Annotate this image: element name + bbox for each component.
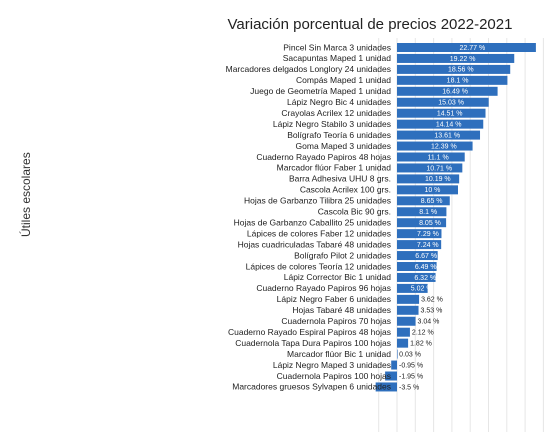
- category-label: Cascola Bic 90 grs.: [318, 207, 391, 217]
- bar: [397, 75, 508, 85]
- bar: [385, 371, 397, 381]
- value-label: 19.22 %: [450, 56, 476, 63]
- bar: [397, 174, 460, 184]
- category-label: Hojas de Garbanzo Tilibra 25 unidades: [244, 196, 391, 206]
- value-label: -3.5 %: [399, 384, 419, 391]
- bar: [397, 43, 536, 52]
- category-label: Hojas de Garbanzo Caballito 25 unidades: [234, 217, 391, 227]
- category-label: Marcadores delgados Longlory 24 unidades: [226, 64, 391, 74]
- value-label: 7.24 %: [417, 242, 439, 249]
- bar: [397, 207, 447, 217]
- value-label: 15.03 %: [438, 100, 464, 107]
- bar: [397, 272, 436, 282]
- category-label: Juego de Geometría Maped 1 unidad: [250, 86, 391, 96]
- category-label: Sacapuntas Maped 1 unidad: [283, 53, 391, 63]
- category-label: Cascola Acrilex 100 grs.: [300, 185, 391, 195]
- bar: [397, 97, 489, 107]
- category-label: Cuaderno Rayado Espiral Papiros 48 hojas: [228, 327, 391, 337]
- bar: [391, 360, 397, 370]
- category-label: Crayolas Acrilex 12 unidades: [281, 108, 391, 118]
- category-label: Cuadernola Tapa Dura Papiros 100 hojas: [235, 338, 391, 348]
- bar: [397, 218, 447, 228]
- value-label: 18.1 %: [447, 78, 469, 85]
- category-label: Lápiz Negro Maped 3 unidades: [273, 360, 391, 370]
- category-label: Compás Maped 1 unidad: [296, 75, 391, 85]
- chart-title: Variación porcentual de precios 2022-202…: [227, 16, 513, 33]
- bar: [397, 86, 498, 96]
- bar: [397, 119, 484, 129]
- value-label: 18.56 %: [448, 67, 474, 74]
- value-label: 13.61 %: [434, 132, 460, 139]
- bar: [397, 305, 419, 315]
- bar: [397, 130, 481, 140]
- value-label: 10.71 %: [426, 165, 452, 172]
- category-label: Marcadores gruesos Sylvapen 6 unidades: [232, 382, 391, 392]
- bar: [397, 196, 450, 206]
- value-label: 14.14 %: [436, 121, 462, 128]
- category-label: Marcador flúor Faber 1 unidad: [277, 163, 392, 173]
- value-label: 1.82 %: [410, 340, 432, 347]
- bar: [375, 382, 397, 392]
- bar: [397, 108, 486, 118]
- value-label: 7.29 %: [417, 231, 439, 238]
- bar: [397, 185, 458, 195]
- bar: [397, 152, 465, 162]
- bar: [397, 251, 438, 261]
- value-label: 22.77 %: [460, 45, 486, 52]
- bar: [397, 327, 410, 337]
- bar: [397, 229, 442, 239]
- bar: [397, 141, 473, 151]
- category-label: Bolígrafo Teoría 6 unidades: [287, 130, 391, 140]
- value-label: 3.62 %: [421, 297, 443, 304]
- value-label: 16.49 %: [442, 89, 468, 96]
- category-label: Hojas cuadriculadas Tabaré 48 unidades: [238, 239, 391, 249]
- value-label: 6.67 %: [415, 253, 437, 260]
- category-label: Cuadernola Papiros 100 hojas: [277, 371, 391, 381]
- bar: [397, 262, 437, 271]
- category-label: Lápices de colores Teoría 12 unidades: [246, 261, 391, 271]
- value-label: 8.65 %: [421, 198, 443, 205]
- value-label: 2.12 %: [412, 330, 434, 337]
- value-label: 11.1 %: [427, 154, 448, 161]
- category-label: Cuaderno Rayado Papiros 96 hojas: [256, 283, 391, 293]
- bar: [397, 283, 428, 293]
- category-label: Lápiz Negro Stabilo 3 unidades: [273, 119, 391, 129]
- value-label: 6.32 %: [414, 275, 436, 282]
- value-label: 5.02 %: [411, 286, 433, 293]
- category-label: Barra Adhesiva UHU 8 grs.: [289, 174, 391, 184]
- category-label: Pincel Sin Marca 3 unidades: [283, 42, 391, 52]
- value-label: 0.03 %: [399, 351, 421, 358]
- value-label: 6.49 %: [415, 264, 437, 271]
- bar: [397, 240, 442, 250]
- category-label: Lápiz Negro Faber 6 unidades: [277, 294, 391, 304]
- bar: [397, 349, 398, 359]
- category-label: Goma Maped 3 unidades: [296, 141, 391, 151]
- category-label: Cuadernola Papiros 70 hojas: [281, 316, 391, 326]
- bar: [397, 53, 515, 63]
- value-label: 8.05 %: [419, 220, 441, 227]
- value-label: 14.51 %: [437, 111, 463, 118]
- bar: [397, 316, 416, 326]
- category-label: Bolígrafo Pilot 2 unidades: [294, 250, 391, 260]
- value-label: 3.53 %: [421, 308, 443, 315]
- category-label: Lápices de colores Faber 12 unidades: [247, 228, 391, 238]
- bar: [397, 338, 409, 348]
- bar: [397, 294, 420, 304]
- value-label: -0.95 %: [399, 362, 423, 369]
- category-label: Cuaderno Rayado Papiros 48 hojas: [256, 152, 391, 162]
- value-label: 3.04 %: [418, 319, 440, 326]
- bar: [397, 64, 511, 74]
- bar: [397, 163, 463, 173]
- value-label: 8.1 %: [419, 209, 437, 216]
- value-label: 10.19 %: [425, 176, 451, 183]
- category-label: Marcador flúor Bic 1 unidad: [287, 349, 391, 359]
- category-label: Hojas Tabaré 48 unidades: [292, 305, 391, 315]
- value-label: 10 %: [424, 187, 440, 194]
- category-label: Lápiz Corrector Bic 1 unidad: [284, 272, 392, 282]
- value-label: -1.95 %: [399, 373, 423, 380]
- value-label: 12.39 %: [431, 143, 457, 150]
- category-label: Lápiz Negro Bic 4 unidades: [287, 97, 391, 107]
